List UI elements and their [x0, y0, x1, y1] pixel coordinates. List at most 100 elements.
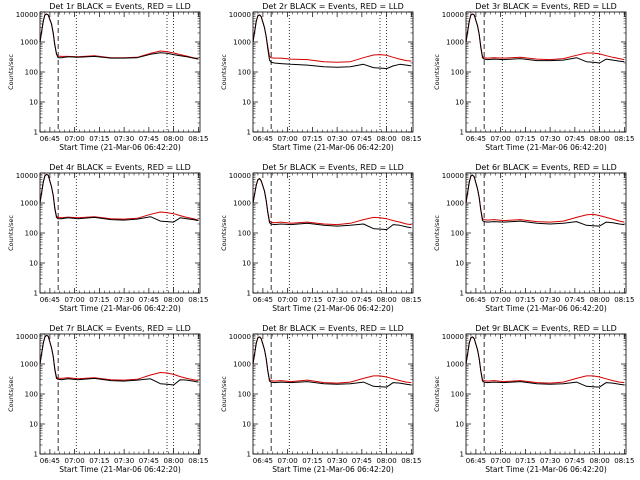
x-tick-label: 06:45 — [466, 296, 486, 304]
x-tick-label: 06:45 — [253, 457, 273, 465]
y-tick-label: 100 — [238, 69, 251, 77]
x-tick-label: 07:45 — [352, 457, 372, 465]
y-tick-label: 10 — [455, 260, 464, 268]
events-series-line — [39, 334, 199, 386]
y-tick-label: 1000 — [233, 361, 251, 369]
x-tick-label: 07:45 — [565, 296, 585, 304]
y-tick-label: 1000 — [20, 200, 38, 208]
x-tick-label: 07:00 — [278, 296, 298, 304]
y-axis-label: Counts/sec — [433, 54, 441, 90]
x-tick-label: 06:45 — [40, 135, 60, 143]
plot-frame — [465, 333, 627, 455]
x-tick-label: 08:15 — [188, 457, 208, 465]
x-tick-label: 07:30 — [114, 296, 134, 304]
events-series-line — [465, 336, 625, 388]
lld-series-line — [465, 174, 625, 223]
lld-series-line — [252, 178, 412, 226]
lld-series-line — [252, 336, 412, 384]
y-tick-label: 10000 — [442, 172, 464, 180]
x-tick-label: 08:15 — [401, 135, 421, 143]
y-tick-label: 100 — [451, 391, 464, 399]
plot-frame — [39, 172, 201, 294]
y-axis-label: Counts/sec — [433, 215, 441, 251]
plot-frame — [465, 172, 627, 294]
x-tick-label: 07:30 — [327, 296, 347, 304]
plot-frame — [39, 11, 201, 133]
y-tick-label: 10 — [242, 421, 251, 429]
y-tick-label: 10 — [242, 99, 251, 107]
panel-det-9: Det 9r BLACK = Events, RED = LLD 1 10 100 10… — [433, 324, 634, 474]
y-tick-label: 100 — [238, 391, 251, 399]
x-tick-label: 08:00 — [164, 296, 184, 304]
events-series-line — [39, 173, 199, 223]
lld-series-line — [252, 14, 412, 63]
y-tick-label: 10000 — [16, 333, 38, 341]
x-tick-label: 07:15 — [302, 296, 322, 304]
plot-frame — [252, 172, 414, 294]
x-tick-label: 08:15 — [188, 135, 208, 143]
y-tick-label: 100 — [451, 69, 464, 77]
y-tick-label: 100 — [25, 391, 38, 399]
lld-series-line — [39, 173, 199, 221]
x-tick-label: 07:30 — [327, 457, 347, 465]
x-tick-label: 07:00 — [278, 135, 298, 143]
panel-det-8: Det 8r BLACK = Events, RED = LLD 1 10 100 10… — [220, 324, 421, 474]
panel-det-3: Det 3r BLACK = Events, RED = LLD 1 10 100 10… — [433, 2, 634, 152]
y-axis-label: Counts/sec — [220, 376, 228, 412]
x-tick-label: 07:15 — [89, 457, 109, 465]
x-axis-label: Start Time (21-Mar-06 06:42:20) — [59, 304, 181, 313]
x-tick-label: 07:45 — [352, 135, 372, 143]
y-tick-label: 10000 — [16, 11, 38, 19]
x-tick-label: 07:30 — [540, 457, 560, 465]
x-tick-label: 07:00 — [491, 457, 511, 465]
x-tick-label: 08:15 — [614, 457, 634, 465]
events-series-line — [39, 13, 199, 60]
panel-det-4: Det 4r BLACK = Events, RED = LLD 1 10 100 10… — [7, 163, 208, 313]
x-tick-label: 07:30 — [540, 296, 560, 304]
panel-det-7: Det 7r BLACK = Events, RED = LLD 1 10 100 10… — [7, 324, 208, 474]
y-tick-label: 1 — [460, 451, 464, 459]
y-tick-label: 10000 — [16, 172, 38, 180]
y-tick-label: 1000 — [20, 39, 38, 47]
x-tick-label: 06:45 — [40, 457, 60, 465]
lld-series-line — [39, 13, 199, 60]
x-tick-label: 08:00 — [164, 457, 184, 465]
panel-title: Det 8r BLACK = Events, RED = LLD — [262, 324, 404, 333]
events-series-line — [252, 178, 412, 231]
y-tick-label: 1000 — [233, 200, 251, 208]
panel-det-5: Det 5r BLACK = Events, RED = LLD 1 10 100 10… — [220, 163, 421, 313]
x-tick-label: 07:15 — [515, 135, 535, 143]
y-axis-label: Counts/sec — [220, 215, 228, 251]
events-series-line — [465, 174, 625, 227]
y-tick-label: 100 — [25, 69, 38, 77]
events-series-line — [465, 13, 625, 64]
y-tick-label: 1 — [460, 290, 464, 298]
y-tick-label: 1000 — [446, 39, 464, 47]
x-tick-label: 08:00 — [377, 457, 397, 465]
y-tick-label: 1000 — [446, 361, 464, 369]
lld-series-line — [465, 336, 625, 384]
y-tick-label: 1 — [247, 451, 251, 459]
panel-title: Det 2r BLACK = Events, RED = LLD — [262, 2, 404, 11]
x-tick-label: 07:30 — [327, 135, 347, 143]
x-tick-label: 08:00 — [377, 135, 397, 143]
x-axis-label: Start Time (21-Mar-06 06:42:20) — [59, 465, 181, 474]
x-tick-label: 08:15 — [614, 296, 634, 304]
x-tick-label: 07:45 — [352, 296, 372, 304]
x-tick-label: 07:45 — [139, 457, 159, 465]
x-tick-label: 07:15 — [515, 296, 535, 304]
x-tick-label: 07:15 — [302, 135, 322, 143]
x-axis-label: Start Time (21-Mar-06 06:42:20) — [272, 304, 394, 313]
y-tick-label: 10 — [455, 99, 464, 107]
x-tick-label: 07:30 — [114, 457, 134, 465]
x-tick-label: 07:15 — [89, 296, 109, 304]
x-axis-label: Start Time (21-Mar-06 06:42:20) — [272, 143, 394, 152]
y-axis-label: Counts/sec — [7, 376, 15, 412]
panel-title: Det 3r BLACK = Events, RED = LLD — [475, 2, 617, 11]
y-axis-label: Counts/sec — [433, 376, 441, 412]
x-tick-label: 07:00 — [278, 457, 298, 465]
y-tick-label: 1 — [34, 129, 38, 137]
y-tick-label: 1000 — [446, 200, 464, 208]
events-series-line — [252, 336, 412, 388]
